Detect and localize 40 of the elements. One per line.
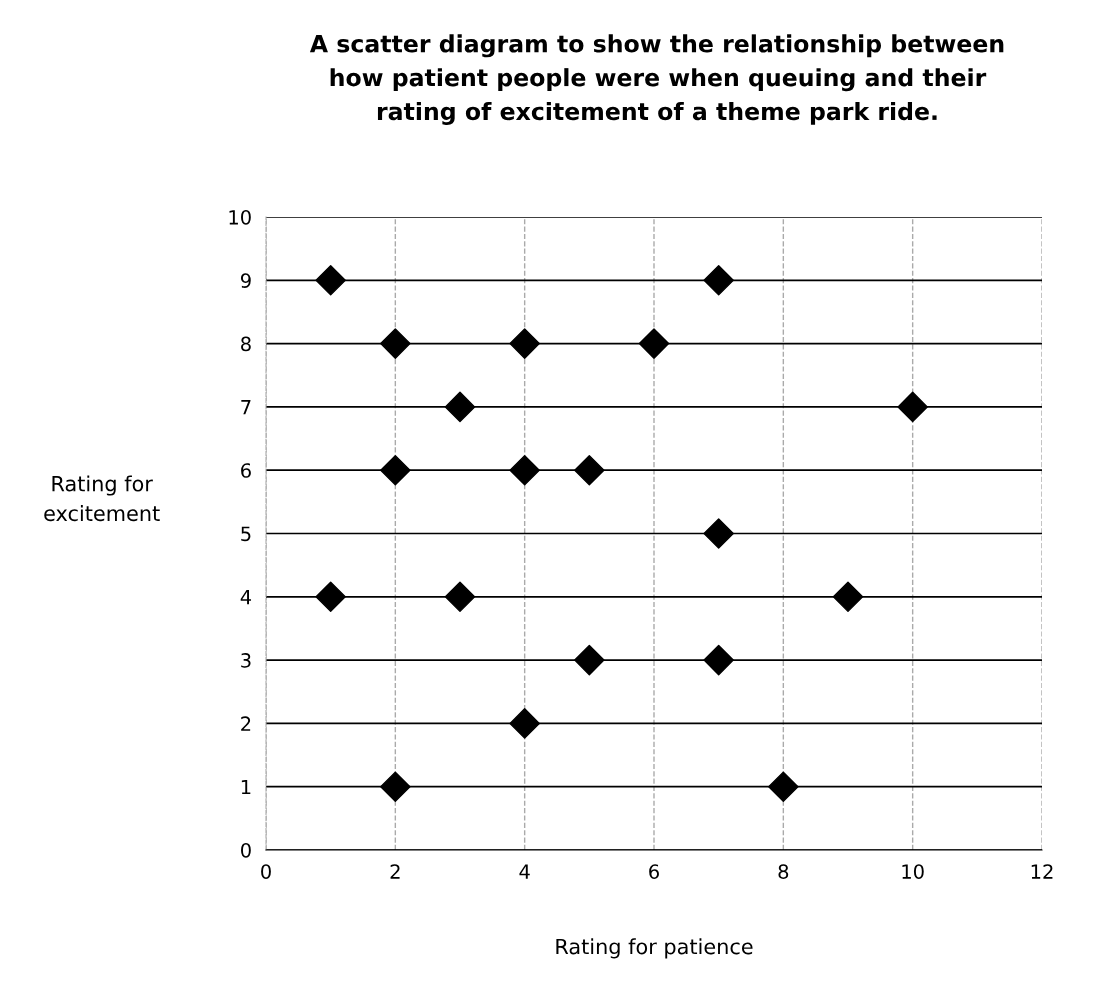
x-tick-label: 8: [778, 864, 789, 879]
y-tick-label: 2: [241, 716, 251, 731]
point: [703, 518, 734, 549]
point: [703, 644, 734, 676]
y-tick-label: 10: [229, 209, 251, 225]
y-tick-label: 9: [240, 273, 251, 288]
y-tick-label: 8: [241, 336, 251, 352]
point: [380, 771, 411, 802]
y-axis-title: Rating for excitement: [44, 475, 160, 522]
y-tick-label: 1: [241, 779, 251, 795]
point: [380, 328, 411, 359]
x-tick-label: 4: [519, 864, 530, 879]
y-tick-label: 7: [241, 400, 251, 415]
point: [897, 391, 928, 423]
chart-title: A scatter diagram to show the relationship between how patient people were when queuing and their rating of excitement of a theme park ride.: [309, 34, 1004, 125]
point: [832, 581, 864, 613]
point: [315, 581, 346, 613]
y-tick-label: 5: [241, 526, 251, 542]
point: [444, 391, 476, 423]
point: [509, 454, 540, 486]
y-tick-label: 6: [241, 463, 251, 478]
x-tick-label: 0: [261, 864, 271, 879]
x-tick-label: 12: [1031, 864, 1053, 879]
point: [768, 771, 799, 802]
point: [444, 581, 476, 613]
y-tick-label: 0: [241, 842, 251, 858]
y-tick-label: 3: [241, 653, 251, 668]
x-tick-label: 2: [390, 864, 400, 879]
point: [703, 265, 734, 296]
point: [509, 708, 540, 739]
x-tick-label: 10: [902, 864, 924, 879]
point: [574, 644, 605, 676]
point: [380, 454, 411, 486]
point: [315, 265, 346, 296]
x-tick-label: 6: [649, 864, 659, 879]
point: [574, 454, 605, 486]
x-axis-title: Rating for patience: [556, 938, 753, 959]
point: [509, 328, 540, 359]
y-tick-label: 4: [240, 590, 252, 605]
point: [638, 328, 670, 359]
